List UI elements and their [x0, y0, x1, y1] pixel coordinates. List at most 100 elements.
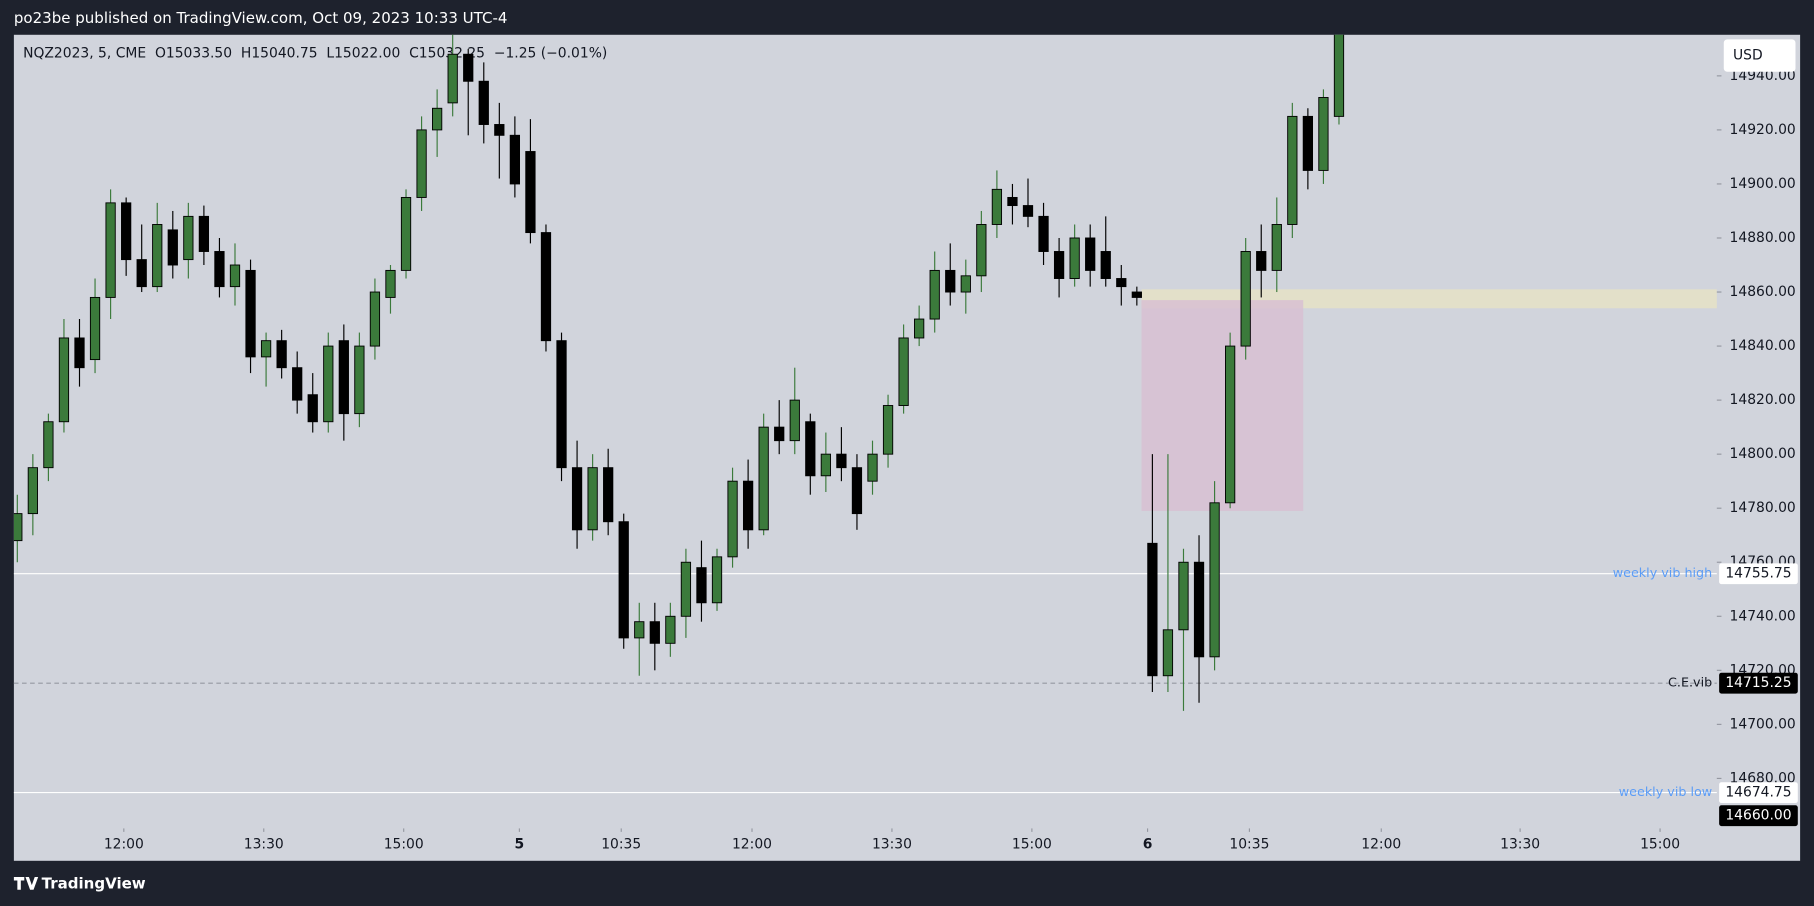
x-tick-label: 13:30	[244, 837, 284, 853]
candles	[13, 34, 1345, 711]
candle-body	[1240, 251, 1251, 347]
brand-name[interactable]: TradingView	[42, 874, 146, 892]
candle-body	[74, 337, 85, 369]
candle-body	[1100, 251, 1111, 279]
brand-logo[interactable]	[13, 876, 39, 890]
candle-body	[1038, 215, 1049, 252]
level-label: C.E.vib	[1668, 675, 1712, 690]
candle-body	[494, 124, 505, 136]
y-tick-label: 14840.00	[1730, 338, 1796, 354]
candle-body	[1178, 561, 1189, 631]
x-tick-label: 13:30	[1500, 837, 1540, 853]
candle-body	[618, 521, 629, 639]
candle-body	[867, 453, 878, 482]
y-tick-label: 14800.00	[1730, 446, 1796, 462]
candle-body	[696, 567, 707, 604]
candle-body	[447, 53, 458, 104]
candle-body	[851, 467, 863, 515]
level-label: weekly vib high	[1613, 565, 1712, 580]
candle-body	[58, 337, 70, 423]
level-label: weekly vib low	[1619, 784, 1712, 799]
candle-body	[1147, 542, 1158, 677]
candle-body	[758, 426, 769, 531]
currency-button[interactable]	[1723, 39, 1796, 72]
candle-body	[556, 340, 567, 469]
candle-body	[245, 269, 256, 358]
candle-body	[105, 202, 116, 298]
x-tick-label: 12:00	[1361, 837, 1401, 853]
candle-body	[260, 340, 272, 358]
candle-body	[400, 196, 412, 271]
candle-body	[183, 215, 194, 261]
candle-body	[789, 399, 800, 442]
x-tick-label: 15:00	[384, 837, 424, 853]
candle-body	[1193, 561, 1205, 658]
candle-body	[634, 621, 645, 639]
candle-body	[742, 480, 754, 531]
candle-body	[121, 202, 132, 261]
candle-body	[307, 394, 318, 423]
candle-body	[882, 405, 894, 455]
level-price: 14715.25	[1725, 675, 1791, 691]
candle-body	[540, 232, 552, 342]
candle-body	[1287, 115, 1298, 225]
candle-body	[898, 337, 909, 406]
candle-body	[571, 467, 583, 531]
y-tick-label: 14940.00	[1730, 68, 1796, 84]
y-tick-label: 14900.00	[1730, 176, 1796, 192]
candle-body	[1256, 251, 1267, 271]
candle-body	[509, 134, 521, 185]
x-tick-label: 13:30	[872, 837, 912, 853]
chart-pane	[13, 34, 1801, 861]
candle-body	[836, 453, 847, 469]
candle-body	[1302, 115, 1314, 171]
candle-body	[1225, 345, 1236, 504]
candle-body	[89, 296, 101, 361]
candle-body	[1085, 237, 1096, 271]
plot: 14680.0014700.0014720.0014740.0014760.00…	[13, 34, 1798, 853]
candle-body	[136, 259, 147, 288]
candle-body	[1209, 502, 1220, 658]
x-tick-label: 15:00	[1012, 837, 1052, 853]
candle-body	[603, 467, 614, 523]
x-tick-label: 15:00	[1640, 837, 1680, 853]
candle-body	[385, 269, 396, 298]
candle-body	[276, 340, 287, 369]
y-tick-label: 14740.00	[1730, 608, 1796, 624]
price-label-box	[1719, 805, 1798, 827]
candle-body	[152, 224, 163, 288]
candle-body	[1333, 34, 1345, 117]
price-label: 14660.00	[1725, 808, 1791, 824]
candle-body	[727, 480, 738, 558]
level-price: 14674.75	[1725, 785, 1791, 801]
candle-body	[960, 275, 971, 293]
candle-body	[432, 107, 443, 131]
candle-body	[198, 215, 210, 252]
candle-body	[292, 367, 303, 401]
candle-body	[43, 421, 54, 469]
candle-body	[1022, 205, 1034, 217]
candle-body	[1007, 196, 1018, 207]
candle-body	[976, 224, 987, 277]
currency-label[interactable]: USD	[1733, 48, 1763, 64]
candle-body	[323, 345, 334, 423]
zone	[1141, 300, 1304, 511]
candle-body	[478, 80, 489, 125]
candle-body	[1053, 251, 1065, 279]
y-tick-label: 14700.00	[1730, 716, 1796, 732]
candle-body	[354, 345, 365, 415]
level-price-box	[1719, 563, 1798, 585]
symbol-legend: NQZ2023, 5, CME O15033.50 H15040.75 L150…	[23, 45, 607, 61]
candle-body	[665, 615, 676, 644]
candle-body	[1271, 224, 1282, 271]
candle-body	[945, 269, 956, 293]
x-tick-label: 10:35	[601, 837, 641, 853]
candle-body	[991, 188, 1003, 225]
candle-body	[27, 467, 38, 515]
candle-body	[929, 269, 940, 320]
level-price-box	[1719, 672, 1798, 694]
x-tick-label: 5	[515, 837, 525, 853]
candle-body	[416, 129, 427, 198]
level-price-box	[1719, 782, 1798, 804]
